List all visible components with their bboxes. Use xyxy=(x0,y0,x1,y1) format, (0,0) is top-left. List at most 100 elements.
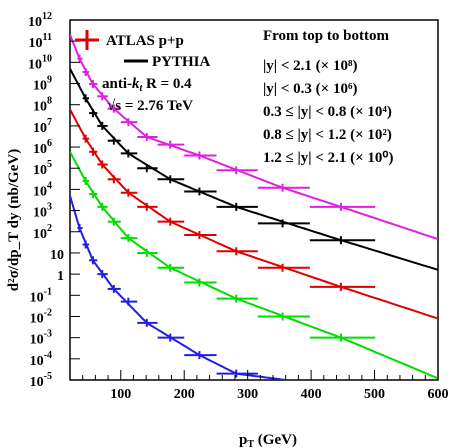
y-tick-label: 10-5 xyxy=(30,371,52,390)
legend-scale-label-1: |y| < 2.1 (× 10⁸) xyxy=(263,58,357,74)
y-axis-ticks: 10-5 10-4 10-3 10-2 10-1 1 10 102 103 104 105 106 10… xyxy=(28,11,80,390)
y-tick-label: 109 xyxy=(33,75,52,94)
data-point xyxy=(137,132,158,141)
data-point xyxy=(216,369,258,378)
data-point xyxy=(184,278,217,287)
x-tick-label: 200 xyxy=(174,387,195,402)
data-point xyxy=(120,118,138,127)
x-axis-ticks: 100 200 300 400 500 600 xyxy=(69,370,449,402)
pythia-curve-5 xyxy=(70,195,286,380)
x-axis-title: pT (GeV) xyxy=(239,432,297,448)
pythia-curve-2 xyxy=(70,68,438,271)
data-point xyxy=(157,175,185,184)
legend-atlas-marker xyxy=(75,30,99,50)
y-tick-label: 102 xyxy=(33,223,52,242)
data-point xyxy=(82,240,90,249)
data-point xyxy=(89,109,98,118)
data-point xyxy=(157,217,185,226)
data-point xyxy=(82,68,90,77)
y-tick-label: 1 xyxy=(57,269,64,284)
legend-header: From top to bottom xyxy=(263,28,389,44)
data-point xyxy=(77,54,83,63)
y-tick-label: 104 xyxy=(33,180,52,199)
data-point xyxy=(257,312,310,321)
data-point xyxy=(216,202,258,211)
y-tick-label: 108 xyxy=(33,96,52,115)
data-point xyxy=(257,263,310,272)
data-point xyxy=(137,248,158,257)
y-tick-label: 1011 xyxy=(29,32,52,51)
data-point xyxy=(97,270,108,279)
plot-border xyxy=(69,19,439,381)
data-point xyxy=(157,333,185,342)
y-tick-label: 103 xyxy=(33,202,52,221)
legend: ATLAS p+p PYTHIA anti-kt R = 0.4 √s = 2.… xyxy=(75,28,393,166)
data-point xyxy=(309,236,376,245)
legend-scale-label-2: |y| < 0.3 (× 10⁶) xyxy=(263,81,357,97)
data-point xyxy=(89,80,98,89)
data-point xyxy=(120,297,138,306)
data-point xyxy=(97,121,108,130)
data-point xyxy=(89,256,98,265)
data-point xyxy=(216,166,258,175)
atlas-data-points xyxy=(77,54,376,378)
data-point xyxy=(157,263,185,272)
data-point xyxy=(309,282,376,291)
data-point xyxy=(309,202,376,211)
data-point xyxy=(82,134,90,143)
data-point xyxy=(107,136,121,145)
y-tick-label: 1012 xyxy=(28,11,52,30)
y-tick-label: 10-3 xyxy=(30,329,52,348)
x-tick-label: 400 xyxy=(301,387,322,402)
legend-scale-label-3: 0.3 ≤ |y| < 0.8 (× 10⁴) xyxy=(263,104,392,120)
data-point xyxy=(184,231,217,240)
data-point xyxy=(77,224,83,233)
data-point xyxy=(97,202,108,211)
data-point xyxy=(120,234,138,243)
data-point xyxy=(82,176,90,185)
y-tick-label: 107 xyxy=(33,117,52,136)
y-tick-label: 10-2 xyxy=(30,307,52,326)
data-point xyxy=(97,92,108,101)
data-point xyxy=(137,202,158,211)
data-point xyxy=(107,284,121,293)
data-point xyxy=(216,294,258,303)
x-tick-label: 600 xyxy=(428,387,449,402)
y-tick-label: 10-1 xyxy=(30,286,52,305)
x-tick-label: 300 xyxy=(237,387,258,402)
data-point xyxy=(89,190,98,199)
data-point xyxy=(257,183,310,192)
y-tick-label: 106 xyxy=(33,138,52,157)
y-tick-label: 10-4 xyxy=(30,350,52,369)
data-point xyxy=(107,175,121,184)
y-tick-label: 105 xyxy=(33,159,52,178)
data-point xyxy=(309,333,376,342)
data-point xyxy=(82,94,90,103)
legend-antikt: anti-kt R = 0.4 xyxy=(102,76,192,94)
data-point xyxy=(107,104,121,113)
data-point xyxy=(97,160,108,169)
y-tick-label: 1010 xyxy=(28,53,52,72)
y-tick-label: 10 xyxy=(50,248,64,263)
data-point xyxy=(137,318,158,327)
x-tick-label: 500 xyxy=(364,387,385,402)
data-point xyxy=(137,164,158,173)
data-point xyxy=(216,247,258,256)
data-point xyxy=(107,217,121,226)
x-tick-label: 100 xyxy=(110,387,131,402)
data-point xyxy=(157,140,185,149)
pythia-curve-4 xyxy=(70,151,438,380)
legend-sqrts: √s = 2.76 TeV xyxy=(107,98,193,114)
plot-frame xyxy=(69,19,439,381)
legend-scale-label-4: 0.8 ≤ |y| < 1.2 (× 10²) xyxy=(263,127,392,143)
data-point xyxy=(184,187,217,196)
legend-scale-label-5: 1.2 ≤ |y| < 2.1 (× 10⁰) xyxy=(263,150,393,166)
data-point xyxy=(184,351,217,360)
data-point xyxy=(184,151,217,160)
data-point xyxy=(120,188,138,197)
legend-pythia-label: PYTHIA xyxy=(152,54,211,70)
y-axis-title: d²σ/dp_T dy (nb/GeV) xyxy=(6,149,22,291)
data-point xyxy=(89,147,98,156)
data-point xyxy=(120,149,138,158)
